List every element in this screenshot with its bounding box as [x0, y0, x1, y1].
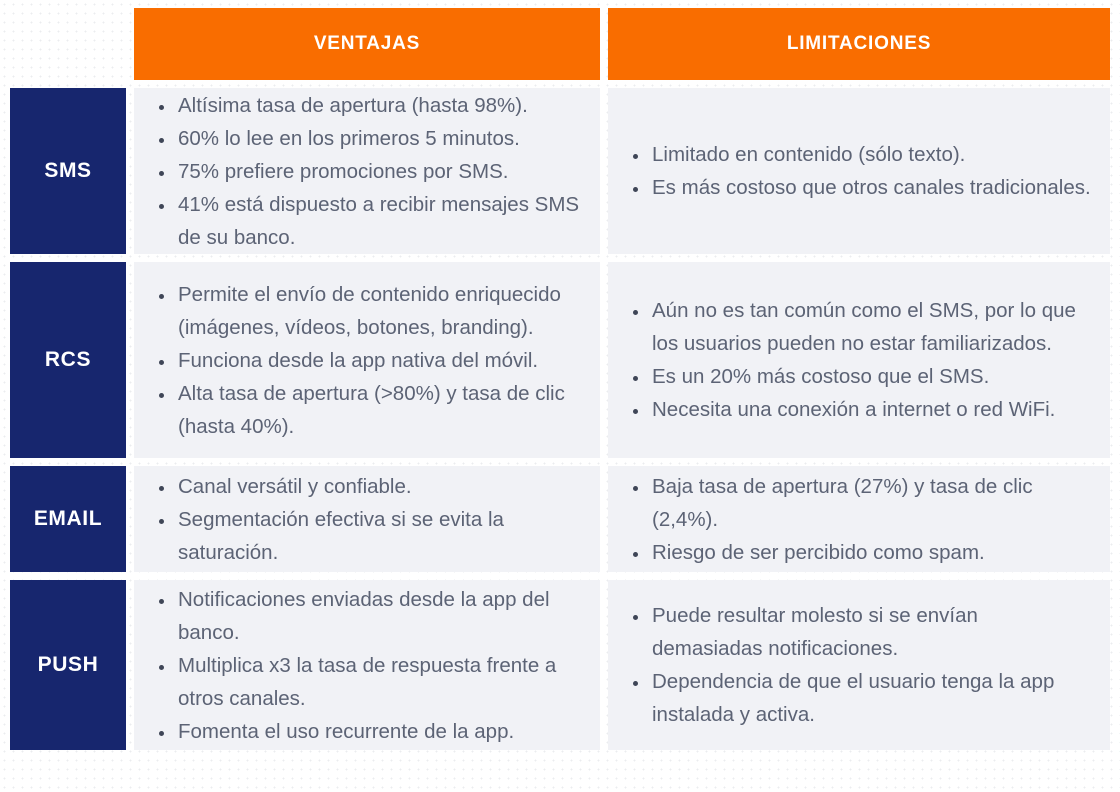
bullet-list: Altísima tasa de apertura (hasta 98%). 6… — [134, 89, 584, 254]
cell-rcs-ventajas: Permite el envío de contenido enriquecid… — [134, 262, 600, 458]
bullet-item: Segmentación efectiva si se evita la sat… — [176, 503, 584, 569]
bullet-list: Aún no es tan común como el SMS, por lo … — [608, 294, 1094, 426]
column-header-limitaciones: LIMITACIONES — [608, 8, 1110, 80]
bullet-item: Dependencia de que el usuario tenga la a… — [650, 665, 1094, 731]
cell-email-ventajas: Canal versátil y confiable. Segmentación… — [134, 466, 600, 572]
bullet-item: Alta tasa de apertura (>80%) y tasa de c… — [176, 377, 584, 443]
cell-rcs-limitaciones: Aún no es tan común como el SMS, por lo … — [608, 262, 1110, 458]
corner-spacer — [10, 8, 126, 80]
bullet-item: Baja tasa de apertura (27%) y tasa de cl… — [650, 470, 1094, 536]
bullet-list: Puede resultar molesto si se envían dema… — [608, 599, 1094, 731]
cell-push-ventajas: Notificaciones enviadas desde la app del… — [134, 580, 600, 750]
cell-push-limitaciones: Puede resultar molesto si se envían dema… — [608, 580, 1110, 750]
bullet-list: Notificaciones enviadas desde la app del… — [134, 583, 584, 748]
bullet-item: Es un 20% más costoso que el SMS. — [650, 360, 1094, 393]
comparison-table: VENTAJAS LIMITACIONES SMS Altísima tasa … — [0, 0, 1120, 750]
bullet-item: Riesgo de ser percibido como spam. — [650, 536, 1094, 569]
bullet-item: 41% está dispuesto a recibir mensajes SM… — [176, 188, 584, 254]
cell-sms-limitaciones: Limitado en contenido (sólo texto). Es m… — [608, 88, 1110, 254]
bullet-item: Necesita una conexión a internet o red W… — [650, 393, 1094, 426]
column-header-ventajas: VENTAJAS — [134, 8, 600, 80]
row-label-sms: SMS — [10, 88, 126, 254]
row-label-rcs: RCS — [10, 262, 126, 458]
bullet-item: Permite el envío de contenido enriquecid… — [176, 278, 584, 344]
bullet-item: Multiplica x3 la tasa de respuesta frent… — [176, 649, 584, 715]
bullet-item: 60% lo lee en los primeros 5 minutos. — [176, 122, 584, 155]
bullet-item: Altísima tasa de apertura (hasta 98%). — [176, 89, 584, 122]
bullet-item: Puede resultar molesto si se envían dema… — [650, 599, 1094, 665]
bullet-item: 75% prefiere promociones por SMS. — [176, 155, 584, 188]
bullet-item: Canal versátil y confiable. — [176, 470, 584, 503]
bullet-list: Limitado en contenido (sólo texto). Es m… — [608, 138, 1094, 204]
bullet-item: Funciona desde la app nativa del móvil. — [176, 344, 584, 377]
bullet-item: Es más costoso que otros canales tradici… — [650, 171, 1094, 204]
bullet-item: Limitado en contenido (sólo texto). — [650, 138, 1094, 171]
table-grid: VENTAJAS LIMITACIONES SMS Altísima tasa … — [10, 8, 1110, 750]
bullet-item: Aún no es tan común como el SMS, por lo … — [650, 294, 1094, 360]
bullet-item: Notificaciones enviadas desde la app del… — [176, 583, 584, 649]
bullet-list: Permite el envío de contenido enriquecid… — [134, 278, 584, 443]
cell-sms-ventajas: Altísima tasa de apertura (hasta 98%). 6… — [134, 88, 600, 254]
row-label-email: EMAIL — [10, 466, 126, 572]
cell-email-limitaciones: Baja tasa de apertura (27%) y tasa de cl… — [608, 466, 1110, 572]
bullet-list: Baja tasa de apertura (27%) y tasa de cl… — [608, 470, 1094, 569]
row-label-push: PUSH — [10, 580, 126, 750]
bullet-list: Canal versátil y confiable. Segmentación… — [134, 470, 584, 569]
bullet-item: Fomenta el uso recurrente de la app. — [176, 715, 584, 748]
